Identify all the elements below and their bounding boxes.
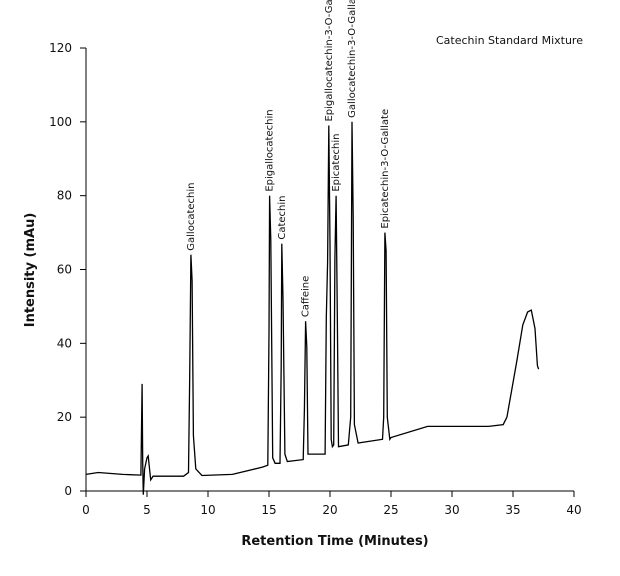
peak-label: Gallocatechin (186, 183, 197, 251)
y-tick-label: 100 (49, 115, 72, 129)
peak-label: Epigallocatechin (265, 109, 276, 191)
peak-label: Gallocatechin-3-O-Gallate (347, 0, 358, 118)
y-tick-label: 0 (64, 484, 72, 498)
x-axis-label: Retention Time (Minutes) (241, 534, 428, 549)
chart-title: Catechin Standard Mixture (436, 34, 583, 47)
peak-label: Epigallocatechin-3-O-Gallate (324, 0, 335, 122)
peak-label: Epicatechin (331, 134, 342, 192)
y-tick-label: 120 (49, 41, 72, 55)
y-axis-label: Intensity (mAu) (23, 213, 38, 328)
peak-label: Catechin (277, 196, 288, 240)
x-tick-label: 0 (82, 503, 90, 517)
x-tick-label: 20 (322, 503, 337, 517)
x-tick-label: 15 (261, 503, 276, 517)
x-tick-label: 10 (200, 503, 215, 517)
peak-label: Caffeine (301, 276, 312, 317)
y-tick-label: 20 (57, 410, 72, 424)
peak-label: Epicatechin-3-O-Gallate (380, 109, 391, 229)
x-tick-label: 25 (383, 503, 398, 517)
y-tick-label: 40 (57, 336, 72, 350)
x-tick-label: 30 (444, 503, 459, 517)
chromatogram-trace (85, 121, 540, 495)
x-tick-label: 35 (505, 503, 520, 517)
y-tick-label: 60 (57, 263, 72, 277)
x-tick-label: 40 (566, 503, 581, 517)
x-tick-label: 5 (143, 503, 151, 517)
y-tick-label: 80 (57, 189, 72, 203)
